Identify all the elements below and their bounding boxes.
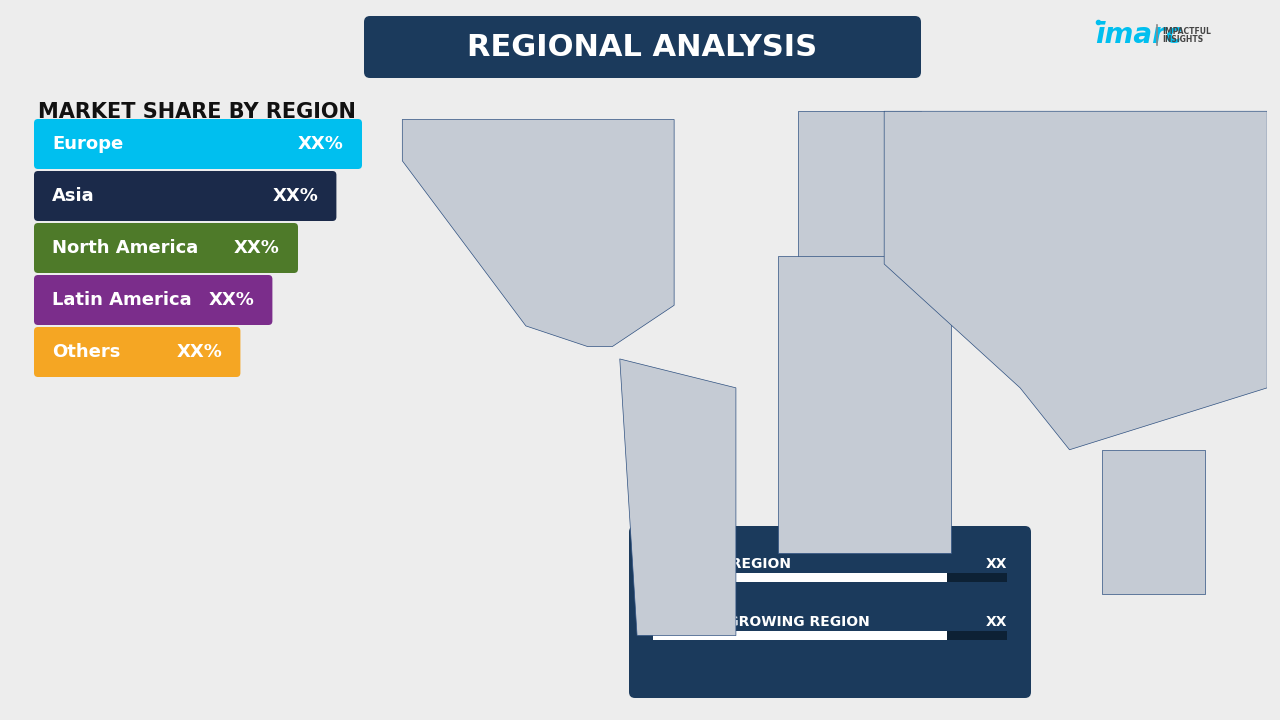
- Text: XX%: XX%: [234, 239, 280, 257]
- Text: MARKET SHARE BY REGION: MARKET SHARE BY REGION: [38, 102, 356, 122]
- Text: Asia: Asia: [52, 187, 95, 205]
- Text: IMPACTFUL: IMPACTFUL: [1162, 27, 1211, 37]
- Text: Others: Others: [52, 343, 120, 361]
- Text: Europe: Europe: [52, 135, 123, 153]
- Text: FASTEST GROWING REGION: FASTEST GROWING REGION: [655, 615, 869, 629]
- FancyBboxPatch shape: [364, 16, 922, 78]
- Text: XX%: XX%: [273, 187, 319, 205]
- Text: Latin America: Latin America: [52, 291, 192, 309]
- Text: LARGEST REGION: LARGEST REGION: [655, 557, 791, 571]
- Text: XX%: XX%: [209, 291, 255, 309]
- Text: XX: XX: [986, 557, 1007, 571]
- Text: REGIONAL ANALYSIS: REGIONAL ANALYSIS: [467, 32, 818, 61]
- FancyBboxPatch shape: [35, 223, 298, 273]
- Text: imarc: imarc: [1094, 21, 1183, 49]
- FancyBboxPatch shape: [35, 119, 362, 169]
- FancyBboxPatch shape: [628, 526, 1030, 698]
- Bar: [653, 573, 1007, 582]
- Text: XX: XX: [986, 615, 1007, 629]
- Text: INSIGHTS: INSIGHTS: [1162, 35, 1203, 45]
- Bar: [653, 631, 1007, 640]
- FancyBboxPatch shape: [35, 327, 241, 377]
- Bar: [653, 573, 947, 582]
- Text: XX%: XX%: [177, 343, 223, 361]
- Text: XX%: XX%: [298, 135, 344, 153]
- Text: North America: North America: [52, 239, 198, 257]
- Bar: [653, 631, 947, 640]
- FancyBboxPatch shape: [35, 171, 337, 221]
- FancyBboxPatch shape: [35, 275, 273, 325]
